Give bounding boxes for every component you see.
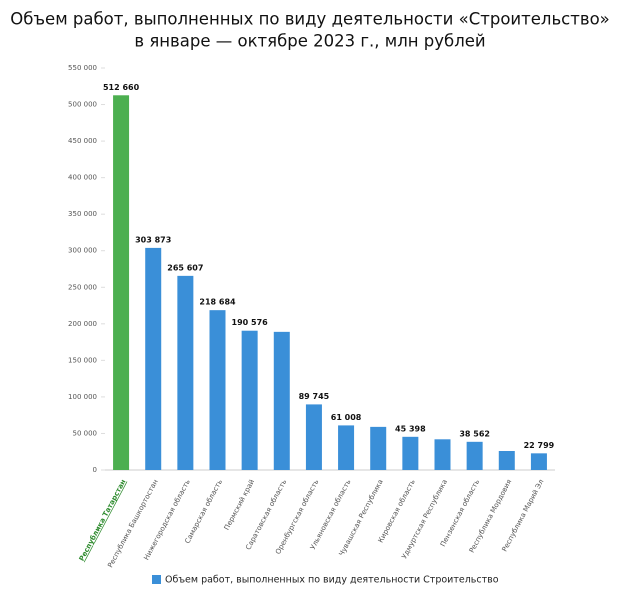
bar (338, 425, 355, 470)
y-tick-label: 550 000 (68, 64, 97, 72)
value-label: 89 745 (299, 392, 330, 401)
bar (466, 441, 483, 470)
y-tick-label: 450 000 (68, 137, 97, 145)
value-label: 61 008 (331, 413, 362, 422)
y-tick-label: 150 000 (68, 356, 97, 364)
bar (241, 330, 258, 470)
x-tick-label: Пермский край (223, 478, 256, 531)
bar (177, 275, 194, 470)
value-label: 303 873 (135, 235, 171, 244)
y-tick-label: 250 000 (68, 283, 97, 291)
x-tick-label: Кировская область (377, 478, 417, 544)
value-label: 512 660 (103, 83, 140, 92)
value-label: 190 576 (232, 318, 269, 327)
y-tick-label: 0 (93, 466, 97, 474)
value-label: 218 684 (199, 298, 236, 307)
y-tick-label: 350 000 (68, 210, 97, 218)
bar (305, 404, 322, 470)
bar (402, 436, 419, 470)
y-tick-label: 200 000 (68, 320, 97, 328)
y-tick-label: 400 000 (68, 174, 97, 182)
bar (370, 426, 387, 470)
bar (145, 247, 162, 470)
bar (498, 450, 515, 470)
y-tick-label: 50 000 (73, 429, 98, 437)
y-tick-label: 500 000 (68, 101, 97, 109)
bar (113, 95, 130, 470)
legend-label: Объем работ, выполненных по виду деятель… (165, 575, 499, 586)
bar (434, 439, 451, 470)
bar (209, 310, 226, 470)
y-tick-label: 100 000 (68, 393, 97, 401)
value-label: 22 799 (524, 441, 555, 450)
chart-title: Объем работ, выполненных по виду деятель… (10, 10, 610, 29)
chart-title: в январе — октябре 2023 г., млн рублей (134, 32, 485, 51)
value-label: 265 607 (167, 263, 203, 272)
value-label: 45 398 (395, 424, 426, 433)
bar (530, 453, 547, 470)
legend-swatch (152, 575, 161, 584)
y-tick-label: 300 000 (68, 247, 97, 255)
x-tick-label: Самарская область (183, 478, 224, 545)
value-label: 38 562 (459, 429, 490, 438)
bar (273, 331, 290, 470)
